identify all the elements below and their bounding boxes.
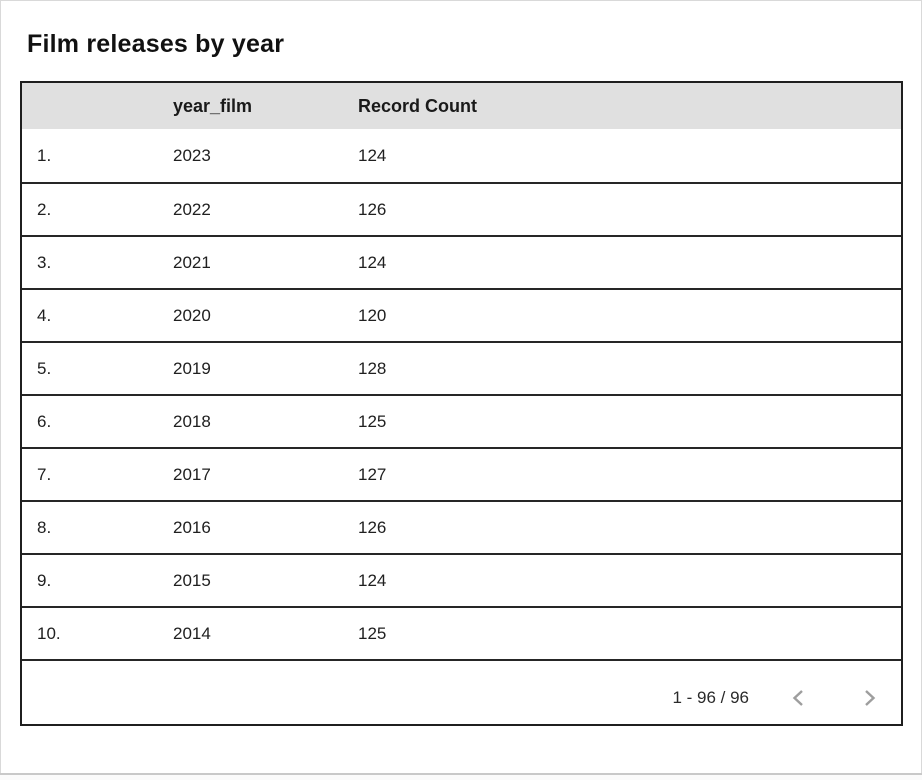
- chevron-right-icon: [858, 687, 880, 709]
- table-footer: 1 - 96 / 96: [22, 659, 901, 724]
- year-cell: 2021: [173, 252, 211, 272]
- count-cell: 124: [358, 145, 387, 165]
- count-cell: 124: [358, 570, 387, 590]
- count-cell: 125: [358, 411, 387, 431]
- pagination-prev-button[interactable]: [786, 685, 812, 711]
- row-index-cell: 4.: [37, 305, 52, 325]
- row-index-cell: 1.: [37, 145, 52, 165]
- year-cell: 2018: [173, 411, 211, 431]
- count-cell: 124: [358, 252, 387, 272]
- page-title: Film releases by year: [27, 30, 285, 58]
- year-cell: 2023: [173, 145, 211, 165]
- count-cell: 126: [358, 517, 387, 537]
- table-row: 2. 2022 126: [22, 182, 901, 235]
- row-index-cell: 5.: [37, 358, 52, 378]
- data-table: year_film Record Count 1. 2023 124 2. 20…: [20, 81, 903, 726]
- year-cell: 2014: [173, 623, 211, 643]
- page-bottom-edge: [0, 773, 922, 780]
- row-index-cell: 9.: [37, 570, 52, 590]
- table-row: 1. 2023 124: [22, 129, 901, 182]
- count-cell: 127: [358, 464, 387, 484]
- count-cell: 126: [358, 199, 387, 219]
- chevron-left-icon: [788, 687, 810, 709]
- table-row: 7. 2017 127: [22, 447, 901, 500]
- table-row: 4. 2020 120: [22, 288, 901, 341]
- year-cell: 2017: [173, 464, 211, 484]
- row-index-cell: 7.: [37, 464, 52, 484]
- row-index-cell: 3.: [37, 252, 52, 272]
- table-header-row: year_film Record Count: [22, 83, 901, 129]
- table-row: 6. 2018 125: [22, 394, 901, 447]
- table-row: 5. 2019 128: [22, 341, 901, 394]
- table-row: 3. 2021 124: [22, 235, 901, 288]
- row-index-cell: 6.: [37, 411, 52, 431]
- row-index-cell: 10.: [37, 623, 61, 643]
- row-index-cell: 8.: [37, 517, 52, 537]
- pagination-next-button[interactable]: [856, 685, 882, 711]
- header-record-count: Record Count: [358, 95, 477, 116]
- year-cell: 2020: [173, 305, 211, 325]
- header-year-film: year_film: [173, 95, 253, 116]
- table-row: 8. 2016 126: [22, 500, 901, 553]
- year-cell: 2015: [173, 570, 211, 590]
- count-cell: 120: [358, 305, 387, 325]
- table-row: 10. 2014 125: [22, 606, 901, 659]
- count-cell: 128: [358, 358, 387, 378]
- count-cell: 125: [358, 623, 387, 643]
- row-index-cell: 2.: [37, 199, 52, 219]
- pagination-range-label: 1 - 96 / 96: [672, 687, 749, 707]
- year-cell: 2019: [173, 358, 211, 378]
- year-cell: 2022: [173, 199, 211, 219]
- table-row: 9. 2015 124: [22, 553, 901, 606]
- table-body: 1. 2023 124 2. 2022 126 3. 2021 124 4. 2…: [22, 129, 901, 659]
- year-cell: 2016: [173, 517, 211, 537]
